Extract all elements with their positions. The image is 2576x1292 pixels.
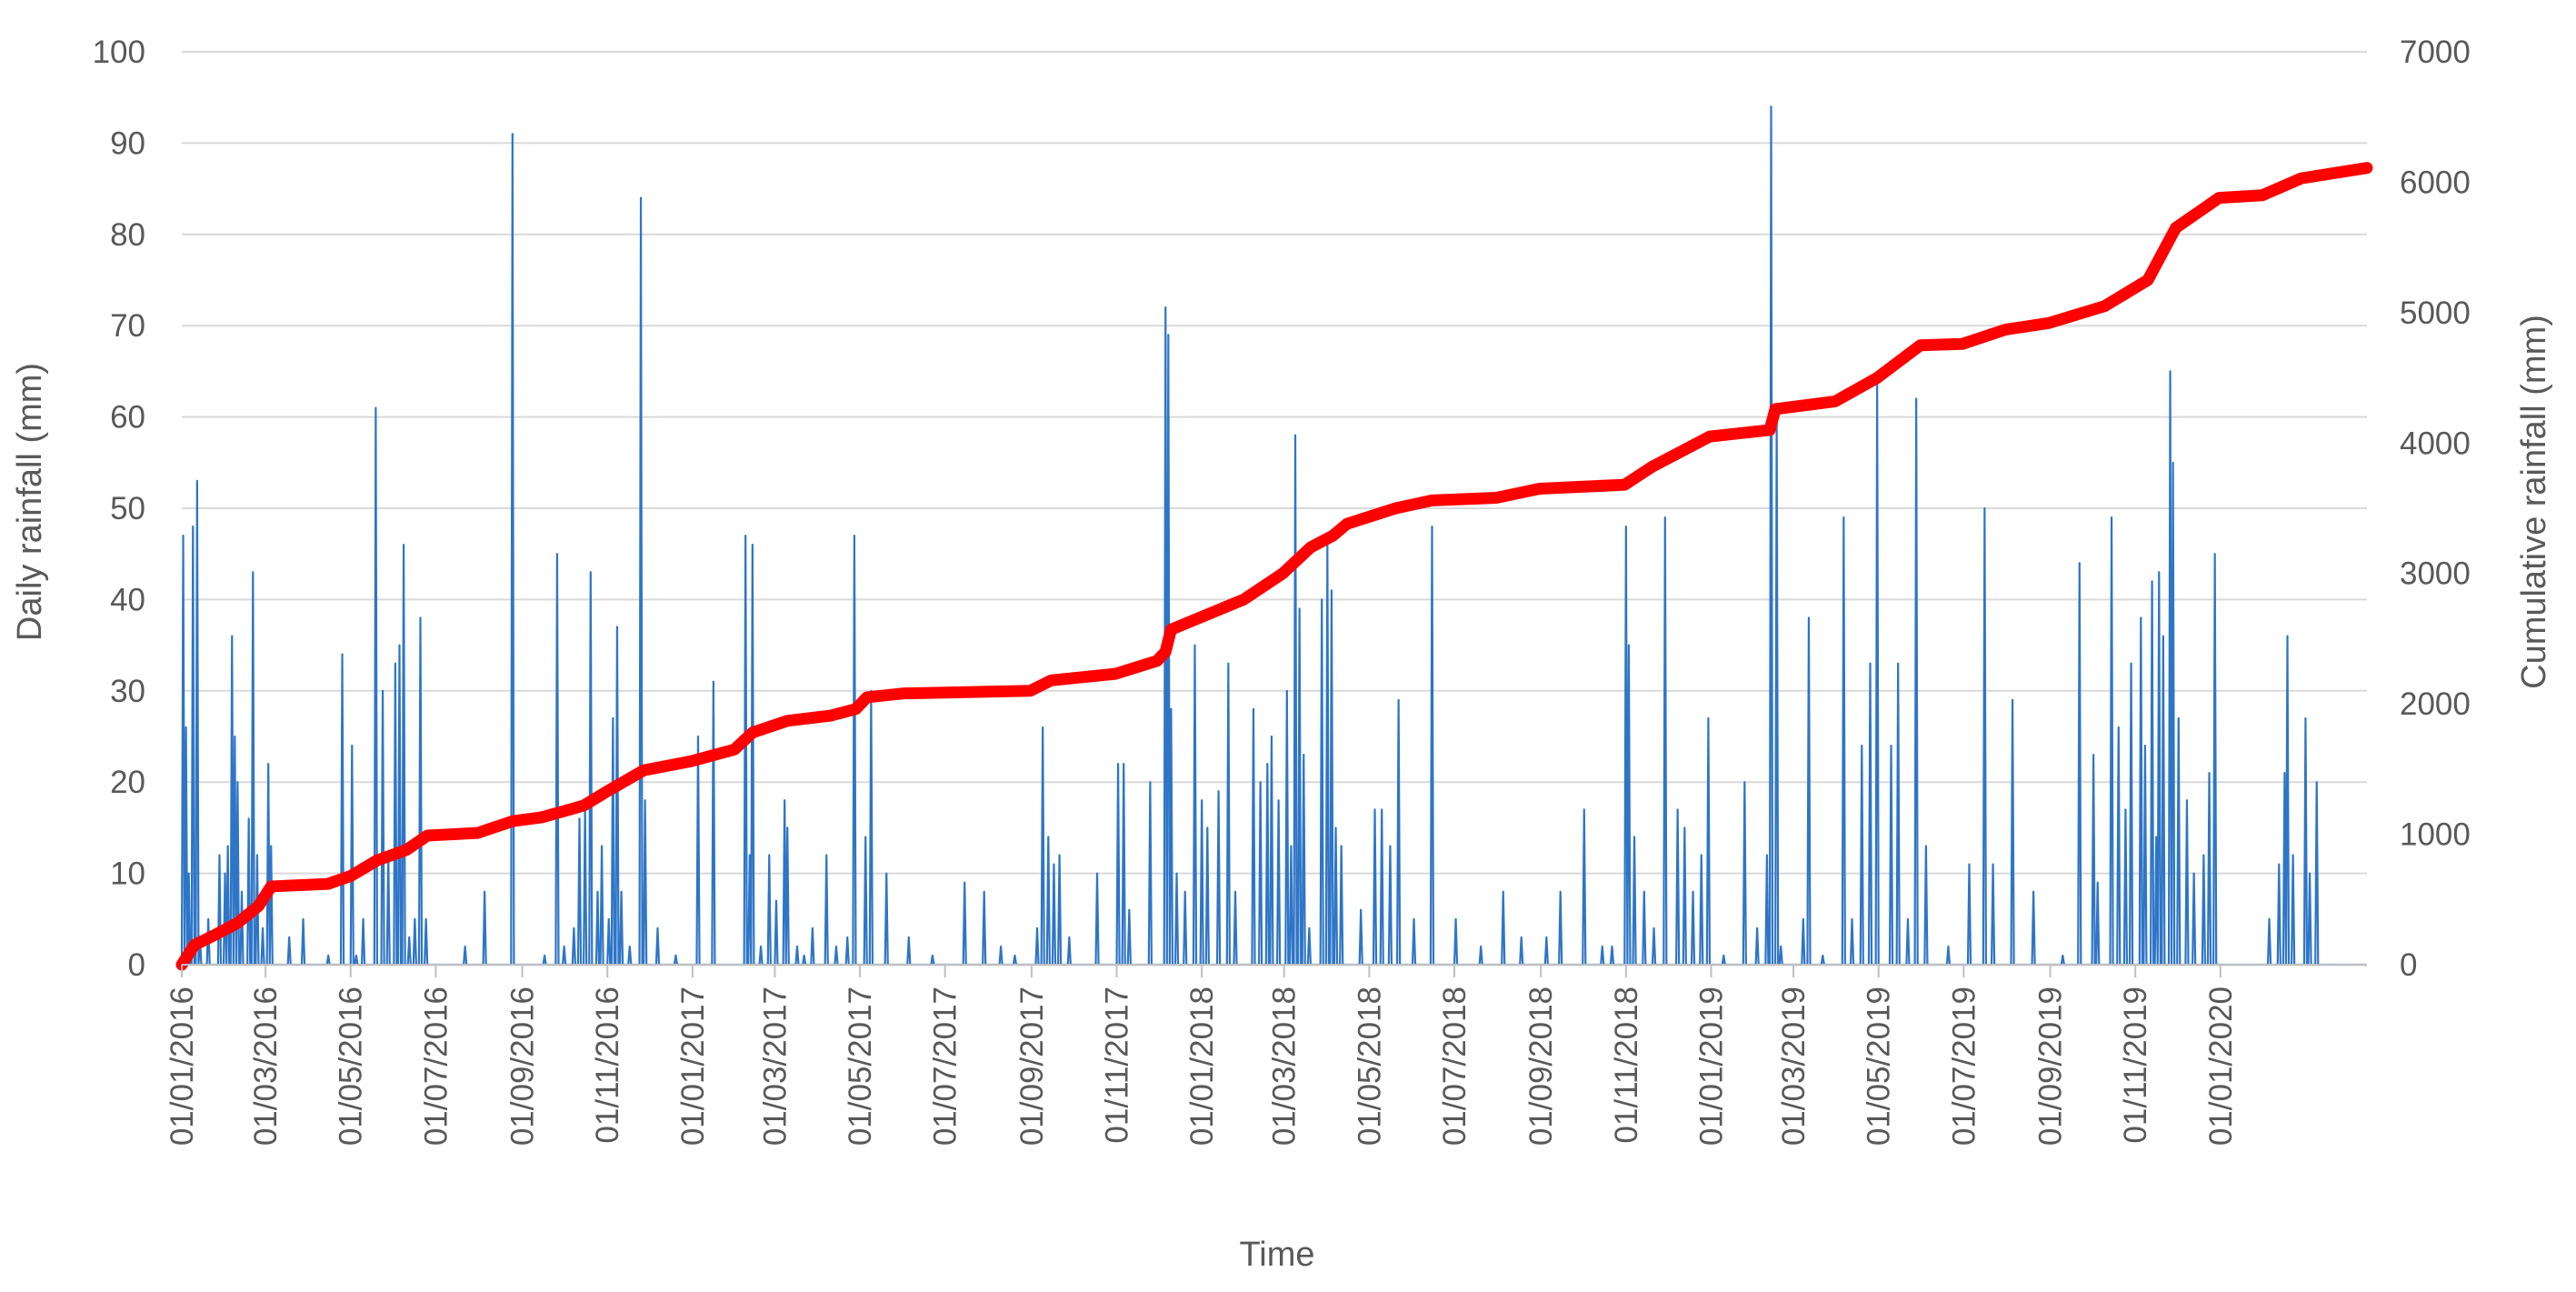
cumulative-rainfall-series bbox=[182, 168, 2367, 966]
tick-labels: 0102030405060708090100010002000300040005… bbox=[93, 35, 2471, 1146]
x-tick-label: 01/01/2019 bbox=[1693, 987, 1729, 1146]
y-right-tick-label: 4000 bbox=[2400, 426, 2471, 461]
x-tick-label: 01/11/2019 bbox=[2118, 987, 2153, 1144]
x-tick-label: 01/01/2017 bbox=[675, 987, 711, 1146]
x-tick-label: 01/01/2016 bbox=[165, 987, 200, 1146]
gridlines bbox=[182, 52, 2367, 874]
y-left-tick-label: 30 bbox=[110, 674, 145, 709]
x-tick-label: 01/05/2019 bbox=[1862, 987, 1897, 1146]
x-tick-label: 01/03/2019 bbox=[1776, 987, 1812, 1146]
y-left-tick-label: 80 bbox=[110, 217, 145, 253]
x-tick-label: 01/11/2016 bbox=[590, 987, 625, 1144]
y-left-tick-label: 40 bbox=[110, 582, 145, 617]
y-left-tick-label: 10 bbox=[110, 856, 145, 892]
y-left-tick-label: 60 bbox=[110, 400, 145, 436]
y-right-tick-label: 1000 bbox=[2400, 817, 2471, 853]
y-right-tick-label: 6000 bbox=[2400, 165, 2471, 200]
y-left-tick-label: 50 bbox=[110, 491, 145, 526]
x-tick-label: 01/05/2017 bbox=[843, 987, 878, 1146]
x-tick-label: 01/09/2016 bbox=[505, 987, 541, 1146]
x-tick-label: 01/01/2018 bbox=[1184, 987, 1220, 1146]
y-right-tick-label: 5000 bbox=[2400, 295, 2471, 331]
y-right-tick-label: 2000 bbox=[2400, 686, 2471, 722]
x-tick-label: 01/09/2018 bbox=[1523, 987, 1559, 1146]
x-tick-label: 01/09/2019 bbox=[2033, 987, 2069, 1146]
y-axis-right-title: Cumulative rainfall (mm) bbox=[2515, 315, 2553, 689]
y-left-tick-label: 70 bbox=[110, 308, 145, 344]
y-right-tick-label: 0 bbox=[2400, 947, 2417, 983]
x-tick-label: 01/07/2016 bbox=[418, 987, 454, 1146]
x-tick-label: 01/07/2019 bbox=[1946, 987, 1982, 1146]
y-axis-left-title: Daily rainfall (mm) bbox=[11, 363, 49, 641]
x-tick-label: 01/11/2017 bbox=[1100, 987, 1135, 1144]
y-right-tick-label: 3000 bbox=[2400, 556, 2471, 592]
x-tick-label: 01/05/2018 bbox=[1352, 987, 1387, 1146]
x-tick-label: 01/03/2018 bbox=[1267, 987, 1303, 1146]
y-left-tick-label: 20 bbox=[110, 765, 145, 800]
x-axis-title: Time bbox=[1239, 1236, 1314, 1274]
daily-rainfall-line bbox=[182, 106, 2367, 965]
y-left-tick-label: 90 bbox=[110, 125, 145, 161]
x-tick-label: 01/05/2016 bbox=[334, 987, 369, 1146]
y-left-tick-label: 0 bbox=[128, 947, 145, 983]
cumulative-rainfall-line bbox=[182, 168, 2367, 965]
x-tick-label: 01/01/2020 bbox=[2203, 987, 2239, 1146]
axes bbox=[182, 965, 2367, 977]
x-tick-label: 01/07/2018 bbox=[1437, 987, 1473, 1146]
x-tick-label: 01/09/2017 bbox=[1014, 987, 1050, 1146]
y-left-tick-label: 100 bbox=[93, 35, 145, 70]
x-tick-label: 01/03/2017 bbox=[757, 987, 793, 1146]
y-right-tick-label: 7000 bbox=[2400, 35, 2471, 70]
x-tick-label: 01/07/2017 bbox=[928, 987, 964, 1146]
x-tick-label: 01/11/2018 bbox=[1609, 987, 1644, 1144]
x-tick-label: 01/03/2016 bbox=[248, 987, 284, 1146]
